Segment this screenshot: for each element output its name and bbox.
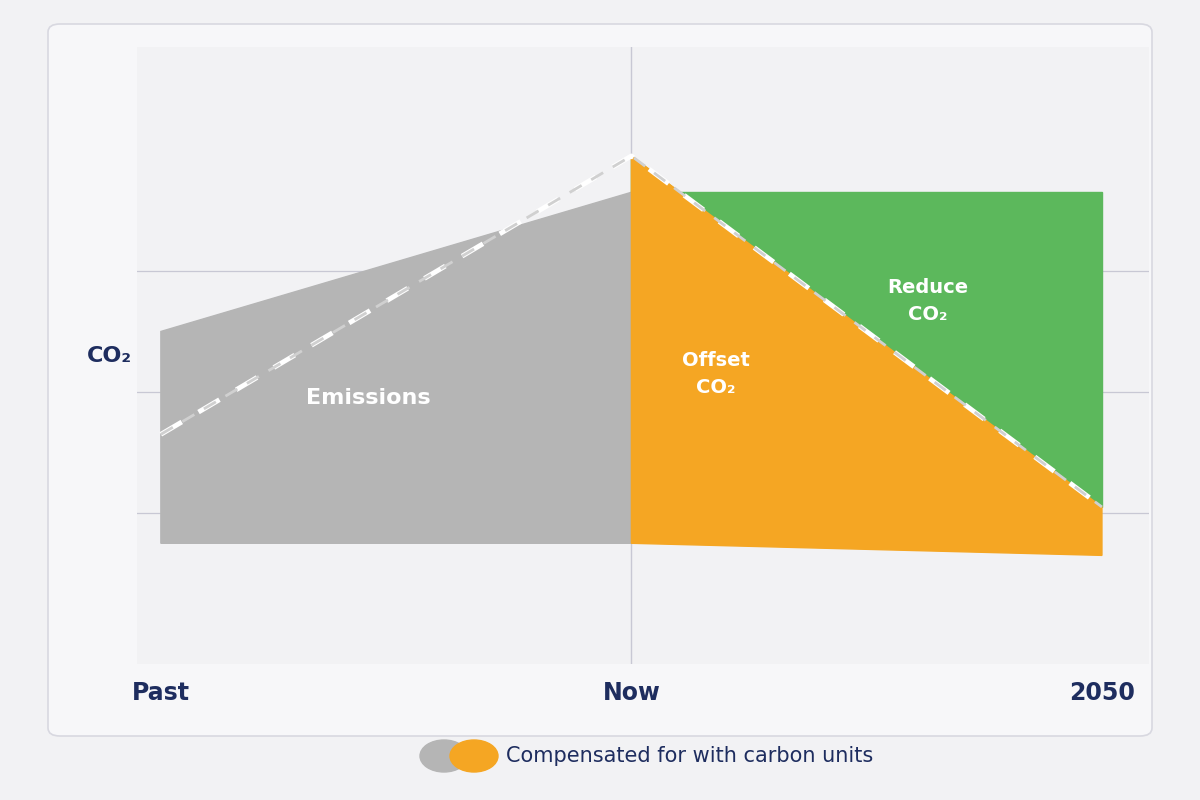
Text: Compensated for with carbon units: Compensated for with carbon units — [506, 746, 874, 766]
Text: Emissions: Emissions — [306, 388, 431, 408]
Y-axis label: CO₂: CO₂ — [88, 346, 132, 366]
Text: Reduce
CO₂: Reduce CO₂ — [887, 278, 968, 324]
Polygon shape — [631, 156, 1102, 507]
Text: Offset
CO₂: Offset CO₂ — [682, 351, 750, 397]
Polygon shape — [631, 156, 1102, 555]
Polygon shape — [161, 192, 631, 543]
